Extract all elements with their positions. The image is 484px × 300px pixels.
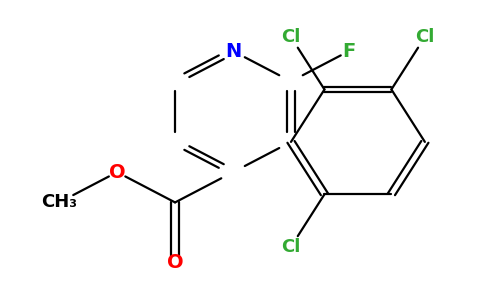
Text: O: O bbox=[109, 163, 125, 182]
Text: CH₃: CH₃ bbox=[41, 194, 77, 211]
Text: Cl: Cl bbox=[281, 238, 301, 256]
Text: O: O bbox=[167, 254, 183, 272]
Text: N: N bbox=[225, 42, 241, 61]
Text: F: F bbox=[342, 42, 356, 61]
Text: Cl: Cl bbox=[415, 28, 435, 46]
Text: Cl: Cl bbox=[281, 28, 301, 46]
